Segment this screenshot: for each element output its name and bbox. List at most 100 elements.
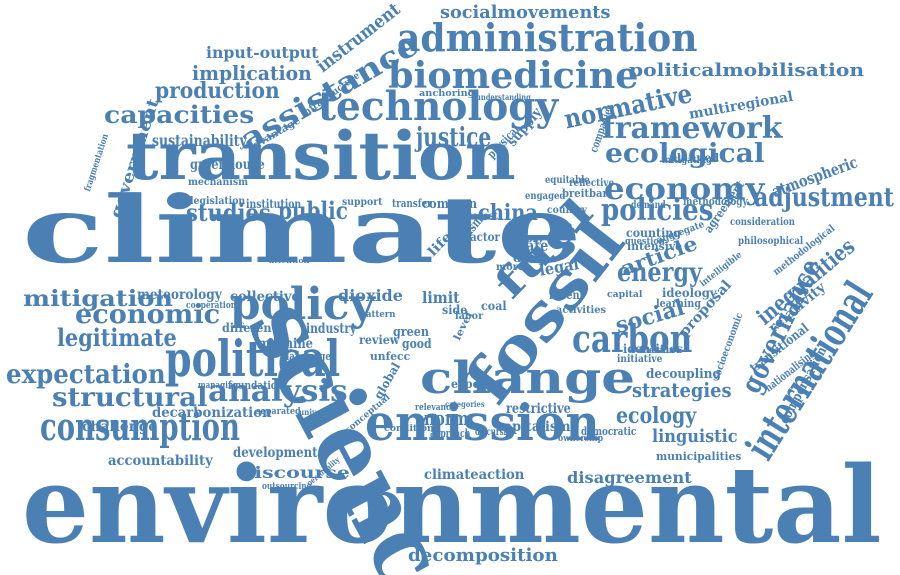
word-support: support xyxy=(342,197,383,208)
word-planned: planned xyxy=(669,153,720,164)
word-anchoring: anchoring xyxy=(419,89,475,99)
word-adjustment: adjustment xyxy=(754,183,894,213)
word-machine: machine xyxy=(258,336,313,352)
word-question: question xyxy=(625,237,665,247)
word-limit: limit xyxy=(422,288,460,307)
word-mechanism: mechanism xyxy=(188,177,249,188)
word-environmental: environmental xyxy=(22,442,882,567)
word-common: common xyxy=(422,197,478,212)
word-greenhouse: greenhouse xyxy=(190,157,265,173)
word-transition: transition xyxy=(126,117,516,195)
word-understanding: understanding xyxy=(476,92,531,102)
word-learning: learning xyxy=(656,297,701,310)
word-demand: demand xyxy=(631,200,666,211)
word-expectation: expectation xyxy=(6,360,166,390)
word-condition: condition xyxy=(384,424,434,434)
word-mitigation: mitigation xyxy=(23,286,173,312)
word-consideration: consideration xyxy=(730,217,795,228)
word-climate: climate xyxy=(22,176,582,284)
word-decoupling: decoupling xyxy=(646,367,721,382)
word-approach: approach xyxy=(430,427,471,440)
word-industry: industry xyxy=(306,321,357,337)
word-breitbart: breitbart xyxy=(562,187,613,200)
word-capitalism: capitalism xyxy=(496,419,571,435)
word-relevance: relevance xyxy=(415,403,456,413)
word-china: china xyxy=(478,200,538,226)
word-institution: institution xyxy=(246,197,302,211)
word-coal: coal xyxy=(481,299,507,313)
word-disagreement: disagreement xyxy=(567,468,692,487)
word-carbon: carbon xyxy=(572,316,693,361)
word-identities: identities xyxy=(623,342,683,356)
word-intensive: intensive xyxy=(627,240,683,253)
word-studies: studies xyxy=(186,198,271,227)
word-energy: energy xyxy=(617,258,702,288)
word-theory: theory xyxy=(508,232,544,245)
word-input-output: input-output xyxy=(206,43,319,62)
word-language: language xyxy=(286,350,331,363)
word-decomposition: decomposition xyxy=(408,545,558,566)
word-economic: economic xyxy=(75,300,221,330)
word-ecology: ecology xyxy=(616,403,697,429)
word-ideology: ideology xyxy=(662,286,717,300)
word-country: country xyxy=(547,205,587,216)
word-economy: economy xyxy=(604,172,765,207)
word-managing: managing xyxy=(198,381,239,391)
word-transfer: transfer xyxy=(392,197,432,210)
word-emission: emission xyxy=(365,393,600,452)
word-accountability: accountability xyxy=(108,453,213,469)
word-engaged: engaged xyxy=(525,191,566,202)
word-pattern: pattern xyxy=(360,310,396,320)
word-counting: counting xyxy=(626,226,681,240)
word-capacities: capacities xyxy=(104,100,255,129)
word-change: change xyxy=(420,353,636,404)
word-development: development xyxy=(233,445,318,461)
word-linguistic: linguistic xyxy=(652,426,738,447)
word-state: state xyxy=(513,236,549,255)
word-review: review xyxy=(359,333,400,347)
word-political: political xyxy=(165,329,341,388)
word-more: more xyxy=(496,262,524,273)
word-reflective: reflective xyxy=(569,178,614,189)
word-socialmovements: socialmovements xyxy=(440,2,611,23)
word-actor: actor xyxy=(470,230,500,244)
word-side: side xyxy=(442,303,468,317)
word-norm: norm xyxy=(424,406,469,430)
word-politicalmobilisation: politicalmobilisation xyxy=(629,60,865,81)
word-sustainability: sustainability xyxy=(152,131,247,150)
word-equitable: equitable xyxy=(545,175,590,186)
word-framework: framework xyxy=(602,111,783,146)
word-legislation: legislation xyxy=(190,196,246,207)
word-structural: structural xyxy=(52,383,208,413)
word-policy: policy xyxy=(230,279,375,330)
word-implication: implication xyxy=(192,61,312,85)
word-biomedicine: biomedicine xyxy=(388,55,639,97)
word-export: export xyxy=(451,377,492,391)
word-foundation: foundation xyxy=(228,379,284,392)
word-public: public xyxy=(278,196,348,225)
word-methodology: methodology xyxy=(683,195,748,208)
word-democratic: democratic xyxy=(581,425,637,438)
word-green: green xyxy=(393,325,429,340)
word-climateaction: climateaction xyxy=(424,467,525,483)
word-cooperation: cooperation xyxy=(186,301,237,311)
word-technology: technology xyxy=(318,83,559,130)
word-challenge: challenge xyxy=(82,419,158,435)
word-legitimate: legitimate xyxy=(57,323,177,352)
word-outsourcing: outsourcing xyxy=(262,482,312,492)
word-administration: administration xyxy=(397,15,698,60)
word-municipalities: municipalities xyxy=(656,450,742,463)
word-different: different xyxy=(222,321,277,335)
word-policies: policies xyxy=(601,193,714,228)
word-ecological: ecological xyxy=(605,139,765,169)
word-decarbonization: decarbonization xyxy=(152,405,272,421)
word-restrictive: restrictive xyxy=(506,401,571,417)
word-consumption: consumption xyxy=(40,404,240,449)
word-categories: categories xyxy=(445,399,485,409)
word-production: production xyxy=(155,78,280,104)
word-justice: justice xyxy=(416,123,492,153)
word-interest: interest xyxy=(458,211,498,222)
word-philosophical: philosophical xyxy=(738,236,804,247)
word-labor: labor xyxy=(455,311,484,322)
